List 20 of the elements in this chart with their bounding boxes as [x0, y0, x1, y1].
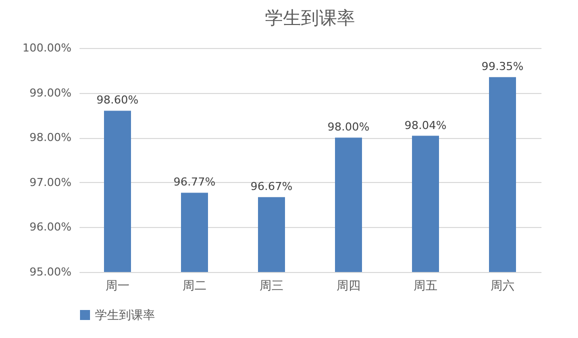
x-tick-label: 周五 — [414, 278, 438, 292]
legend-label: 学生到课率 — [95, 308, 155, 322]
x-tick-label: 周三 — [260, 278, 284, 292]
x-tick-label: 周四 — [336, 278, 360, 292]
y-tick-label: 96.00% — [30, 220, 72, 234]
data-label: 96.67% — [250, 180, 292, 194]
chart-title: 学生到课率 — [265, 8, 355, 29]
x-tick-label: 周一 — [106, 278, 130, 292]
y-tick-label: 95.00% — [30, 266, 72, 278]
y-tick-label: 97.00% — [30, 176, 72, 189]
data-label: 98.04% — [404, 118, 446, 132]
data-label: 99.35% — [482, 60, 524, 74]
x-tick-label: 周二 — [182, 278, 206, 292]
y-tick-label: 100.00% — [22, 42, 72, 54]
y-tick-label: 98.00% — [30, 131, 72, 144]
data-label: 96.77% — [174, 176, 216, 189]
data-label: 98.00% — [328, 120, 370, 134]
y-tick-label: 99.00% — [30, 86, 72, 100]
x-tick-label: 周六 — [490, 278, 514, 292]
data-label: 98.60% — [96, 94, 138, 107]
